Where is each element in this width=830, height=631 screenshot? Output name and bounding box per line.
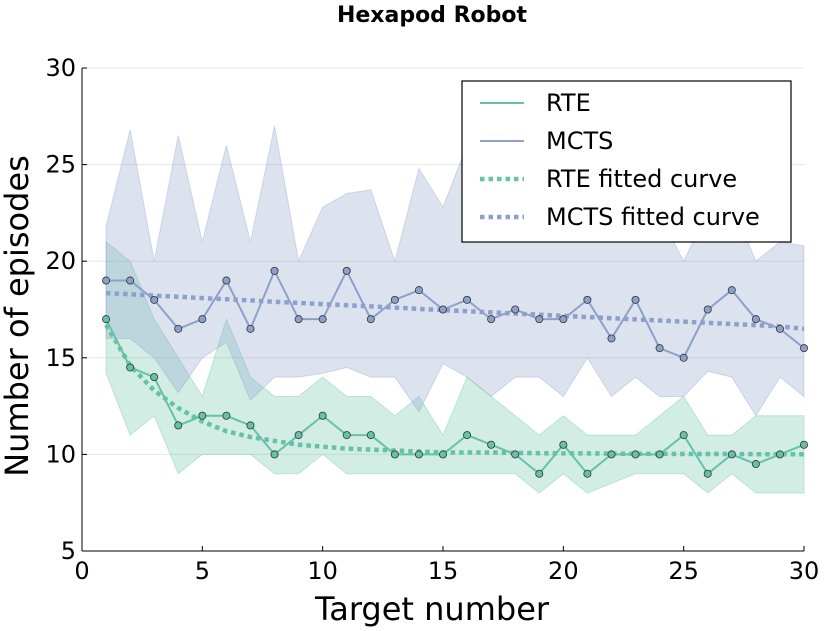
point-rte-30 [800, 440, 809, 449]
line-rte [105, 318, 805, 476]
x-tick-label-10: 10 [307, 557, 338, 585]
point-mcts-10 [318, 315, 327, 324]
point-rte-9 [294, 431, 303, 440]
point-rte-18 [511, 450, 520, 459]
point-mcts-25 [679, 353, 688, 362]
point-mcts-23 [631, 295, 640, 304]
line-mcts [106, 268, 805, 360]
line-rte-fitted-curve [104, 323, 804, 457]
y-tick-label-15: 15 [45, 344, 76, 372]
chart-title: Hexapod Robot [337, 3, 528, 28]
point-mcts-9 [294, 315, 303, 324]
legend-label-rte-fitted-curve: RTE fitted curve [546, 165, 737, 193]
series-markers [102, 266, 809, 478]
legend-label-mcts-fitted-curve: MCTS fitted curve [546, 203, 760, 231]
y-axis-label: Number of episodes [0, 155, 36, 477]
y-tick-label-30: 30 [45, 54, 76, 82]
point-mcts-5 [198, 315, 207, 324]
point-rte-15 [438, 450, 447, 459]
point-rte-14 [414, 450, 423, 459]
line-mcts-fitted-curve [105, 290, 805, 332]
point-mcts-22 [607, 334, 616, 343]
x-tick-label-30: 30 [789, 557, 820, 585]
point-mcts-6 [222, 276, 231, 285]
legend-label-mcts: MCTS [546, 127, 613, 155]
x-tick-label-15: 15 [428, 557, 459, 585]
point-rte-20 [559, 440, 568, 449]
x-axis-label: Target number [314, 590, 550, 628]
x-tick-label-0: 0 [74, 557, 89, 585]
point-rte-26 [703, 469, 712, 478]
point-mcts-20 [559, 315, 568, 324]
point-rte-28 [751, 460, 760, 469]
point-mcts-3 [150, 295, 159, 304]
point-mcts-19 [535, 315, 544, 324]
point-rte-4 [174, 421, 183, 430]
point-rte-12 [366, 431, 375, 440]
point-rte-11 [342, 431, 351, 440]
point-rte-1 [102, 315, 111, 324]
point-mcts-13 [390, 295, 399, 304]
legend-label-rte: RTE [546, 89, 591, 117]
point-mcts-24 [655, 344, 664, 353]
point-rte-3 [150, 373, 159, 382]
point-rte-13 [390, 450, 399, 459]
point-rte-17 [487, 440, 496, 449]
point-mcts-16 [463, 295, 472, 304]
point-rte-10 [318, 411, 327, 420]
y-tick-label-5: 5 [61, 537, 76, 565]
point-rte-2 [126, 363, 135, 372]
point-mcts-1 [102, 276, 111, 285]
point-mcts-18 [511, 305, 520, 314]
point-rte-16 [463, 431, 472, 440]
point-rte-7 [246, 421, 255, 430]
point-mcts-14 [414, 286, 423, 295]
point-rte-6 [222, 411, 231, 420]
x-tick-label-20: 20 [548, 557, 579, 585]
point-mcts-30 [800, 344, 809, 353]
point-mcts-21 [583, 295, 592, 304]
y-tick-label-20: 20 [45, 247, 76, 275]
y-tick-label-10: 10 [45, 440, 76, 468]
point-mcts-12 [366, 315, 375, 324]
series-lines [104, 268, 805, 476]
point-rte-19 [535, 469, 544, 478]
band-rte [105, 240, 805, 494]
point-mcts-11 [342, 266, 351, 275]
point-rte-27 [727, 450, 736, 459]
point-rte-24 [655, 450, 664, 459]
point-rte-29 [775, 450, 784, 459]
point-rte-21 [583, 469, 592, 478]
point-rte-25 [679, 431, 688, 440]
point-mcts-17 [487, 315, 496, 324]
point-mcts-15 [438, 305, 447, 314]
point-mcts-28 [751, 315, 760, 324]
point-mcts-26 [703, 305, 712, 314]
point-rte-22 [607, 450, 616, 459]
point-rte-5 [198, 411, 207, 420]
axes [81, 67, 805, 552]
x-tick-label-25: 25 [668, 557, 699, 585]
x-tick-label-5: 5 [195, 557, 210, 585]
point-mcts-27 [727, 286, 736, 295]
point-mcts-8 [270, 266, 279, 275]
y-tick-label-25: 25 [45, 151, 76, 179]
legend: RTE MCTS RTE fitted curve MCTS fitted curve [461, 80, 792, 243]
point-mcts-2 [126, 276, 135, 285]
point-rte-23 [631, 450, 640, 459]
point-mcts-29 [775, 324, 784, 333]
point-mcts-7 [246, 324, 255, 333]
point-mcts-4 [174, 324, 183, 333]
point-rte-8 [270, 450, 279, 459]
